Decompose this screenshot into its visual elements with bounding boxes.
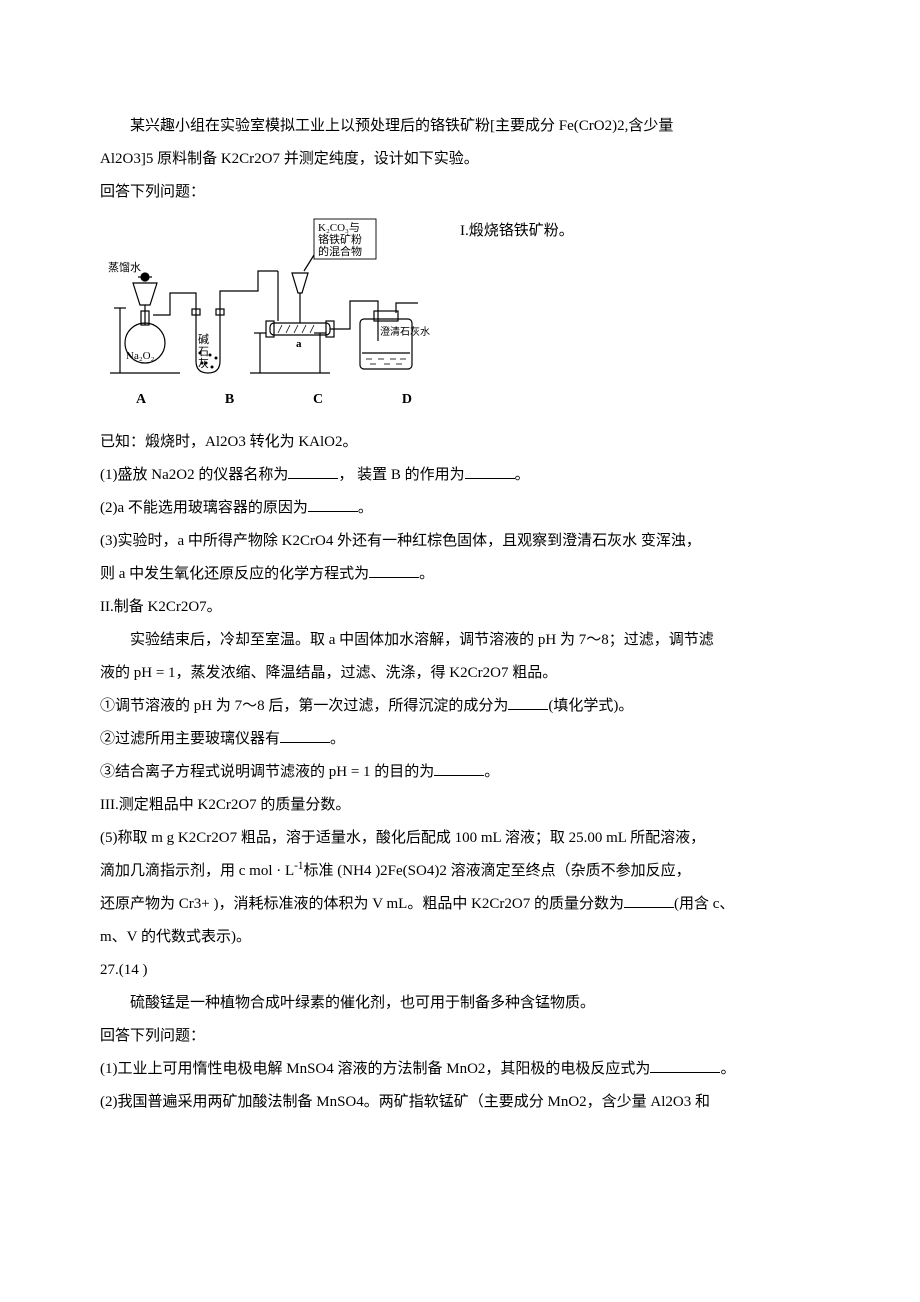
s2q3-b: 。 bbox=[484, 764, 499, 780]
p27-q2: (2)我国普遍采用两矿加酸法制备 MnSO4。两矿指软锰矿（主要成分 MnO2，… bbox=[100, 1086, 820, 1119]
q1: (1)盛放 Na2O2 的仪器名称为 ， 装置 B 的作用为 。 bbox=[100, 459, 820, 492]
label-lime-2: 石 bbox=[198, 346, 209, 358]
p27-q1: (1)工业上可用惰性电极电解 MnSO4 溶液的方法制备 MnO2，其阳极的电极… bbox=[100, 1053, 820, 1086]
label-A: A bbox=[136, 385, 146, 416]
s3-q5c: 还原产物为 Cr3+ )，消耗标准液的体积为 V mL。粗品中 K2Cr2O7 … bbox=[100, 888, 820, 921]
sup-minus1: -1 bbox=[294, 860, 303, 872]
intro-line-3: 回答下列问题： bbox=[100, 176, 820, 209]
label-mix-3: 的混合物 bbox=[318, 244, 362, 258]
exam-page: 某兴趣小组在实验室模拟工业上以预处理后的铬铁矿粉[主要成分 Fe(CrO2)2,… bbox=[0, 0, 920, 1302]
s2-q2: ②过滤所用主要玻璃仪器有 。 bbox=[100, 723, 820, 756]
s2q2-b: 。 bbox=[330, 731, 345, 747]
s3-q5d: m、V 的代数式表示)。 bbox=[100, 921, 820, 954]
intro-line-2: Al2O3]5 原料制备 K2Cr2O7 并测定纯度，设计如下实验。 bbox=[100, 143, 820, 176]
s2-body1: 实验结束后，冷却至室温。取 a 中固体加水溶解，调节溶液的 pH 为 7～8；过… bbox=[100, 624, 820, 657]
s3-q5a: (5)称取 m g K2Cr2O7 粗品，溶于适量水，酸化后配成 100 mL … bbox=[100, 822, 820, 855]
label-clear-lime: 澄清石灰水 bbox=[380, 325, 430, 338]
q3-line2: 则 a 中发生氧化还原反应的化学方程式为 。 bbox=[100, 558, 820, 591]
blank-s2q1 bbox=[508, 694, 548, 710]
q3-b: 则 a 中发生氧化还原反应的化学方程式为 bbox=[100, 566, 369, 582]
section2-title: II.制备 K2Cr2O7。 bbox=[100, 591, 820, 624]
label-a: a bbox=[296, 338, 302, 350]
s2q1-a: ①调节溶液的 pH 为 7～8 后，第一次过滤，所得沉淀的成分为 bbox=[100, 698, 508, 714]
figure-row: 蒸馏水 Na₂O₂ 碱 石 灰 K₂CO₃与 铬铁矿粉 的混合物 a 澄清石灰水… bbox=[100, 213, 820, 416]
section1-title: I.煅烧铬铁矿粉。 bbox=[440, 213, 820, 248]
apparatus-figure: 蒸馏水 Na₂O₂ 碱 石 灰 K₂CO₃与 铬铁矿粉 的混合物 a 澄清石灰水… bbox=[100, 213, 440, 416]
s3q5b-1: 滴加几滴指示剂，用 c mol · L bbox=[100, 863, 294, 879]
label-lime-1: 碱 bbox=[198, 333, 209, 346]
label-na2o2: Na₂O₂ bbox=[126, 350, 155, 362]
q2-b: 。 bbox=[358, 500, 373, 516]
s3-q5b: 滴加几滴指示剂，用 c mol · L-1标准 (NH4 )2Fe(SO4)2 … bbox=[100, 855, 820, 888]
s3q5b-2: 标准 (NH4 )2Fe(SO4)2 溶液滴定至终点（杂质不参加反应， bbox=[304, 863, 691, 879]
blank-q2 bbox=[308, 496, 358, 512]
apparatus-svg: 蒸馏水 Na₂O₂ 碱 石 灰 K₂CO₃与 铬铁矿粉 的混合物 a 澄清石灰水 bbox=[100, 213, 440, 383]
label-distilled: 蒸馏水 bbox=[108, 260, 141, 274]
q1-c: 。 bbox=[515, 467, 530, 483]
blank-s2q3 bbox=[434, 760, 484, 776]
s2-body2: 液的 pH = 1，蒸发浓缩、降温结晶，过滤、洗涤，得 K2Cr2O7 粗品。 bbox=[100, 657, 820, 690]
s2q1-b: (填化学式)。 bbox=[548, 698, 633, 714]
label-mix-2: 铬铁矿粉 bbox=[318, 232, 362, 246]
section3-title: III.测定粗品中 K2Cr2O7 的质量分数。 bbox=[100, 789, 820, 822]
p27-intro: 硫酸锰是一种植物合成叶绿素的催化剂，也可用于制备多种含锰物质。 bbox=[100, 987, 820, 1020]
apparatus-letters: A B C D bbox=[100, 383, 440, 416]
q2-a: (2)a 不能选用玻璃容器的原因为 bbox=[100, 500, 308, 516]
p27q1-b: 。 bbox=[720, 1061, 735, 1077]
s2-q1: ①调节溶液的 pH 为 7～8 后，第一次过滤，所得沉淀的成分为 (填化学式)。 bbox=[100, 690, 820, 723]
s3q5c-1: 还原产物为 Cr3+ )，消耗标准液的体积为 V mL。粗品中 K2Cr2O7 … bbox=[100, 896, 624, 912]
intro-line-1: 某兴趣小组在实验室模拟工业上以预处理后的铬铁矿粉[主要成分 Fe(CrO2)2,… bbox=[100, 110, 820, 143]
blank-s3q5 bbox=[624, 892, 674, 908]
p27-answer: 回答下列问题： bbox=[100, 1020, 820, 1053]
label-lime-3: 灰 bbox=[198, 356, 209, 370]
label-D: D bbox=[402, 385, 412, 416]
s2q3-a: ③结合离子方程式说明调节滤液的 pH = 1 的目的为 bbox=[100, 764, 434, 780]
q-known: 已知：煅烧时，Al2O3 转化为 KAlO2。 bbox=[100, 426, 820, 459]
q3-c: 。 bbox=[419, 566, 434, 582]
s2-q3: ③结合离子方程式说明调节滤液的 pH = 1 的目的为 。 bbox=[100, 756, 820, 789]
q1-a: (1)盛放 Na2O2 的仪器名称为 bbox=[100, 467, 288, 483]
s2q2-a: ②过滤所用主要玻璃仪器有 bbox=[100, 731, 280, 747]
q1-b: ， 装置 B 的作用为 bbox=[338, 467, 464, 483]
blank-q1-1 bbox=[288, 463, 338, 479]
label-mix-1: K₂CO₃与 bbox=[318, 221, 360, 234]
p27q1-a: (1)工业上可用惰性电极电解 MnSO4 溶液的方法制备 MnO2，其阳极的电极… bbox=[100, 1061, 650, 1077]
blank-s2q2 bbox=[280, 727, 330, 743]
q2: (2)a 不能选用玻璃容器的原因为 。 bbox=[100, 492, 820, 525]
q3-line1: (3)实验时，a 中所得产物除 K2CrO4 外还有一种红棕色固体，且观察到澄清… bbox=[100, 525, 820, 558]
blank-q1-2 bbox=[465, 463, 515, 479]
blank-q3 bbox=[369, 562, 419, 578]
label-B: B bbox=[225, 385, 234, 416]
s3q5c-2: (用含 c、 bbox=[674, 896, 734, 912]
p27-num: 27.(14 ) bbox=[100, 954, 820, 987]
blank-p27q1 bbox=[650, 1057, 720, 1073]
label-C: C bbox=[313, 385, 323, 416]
